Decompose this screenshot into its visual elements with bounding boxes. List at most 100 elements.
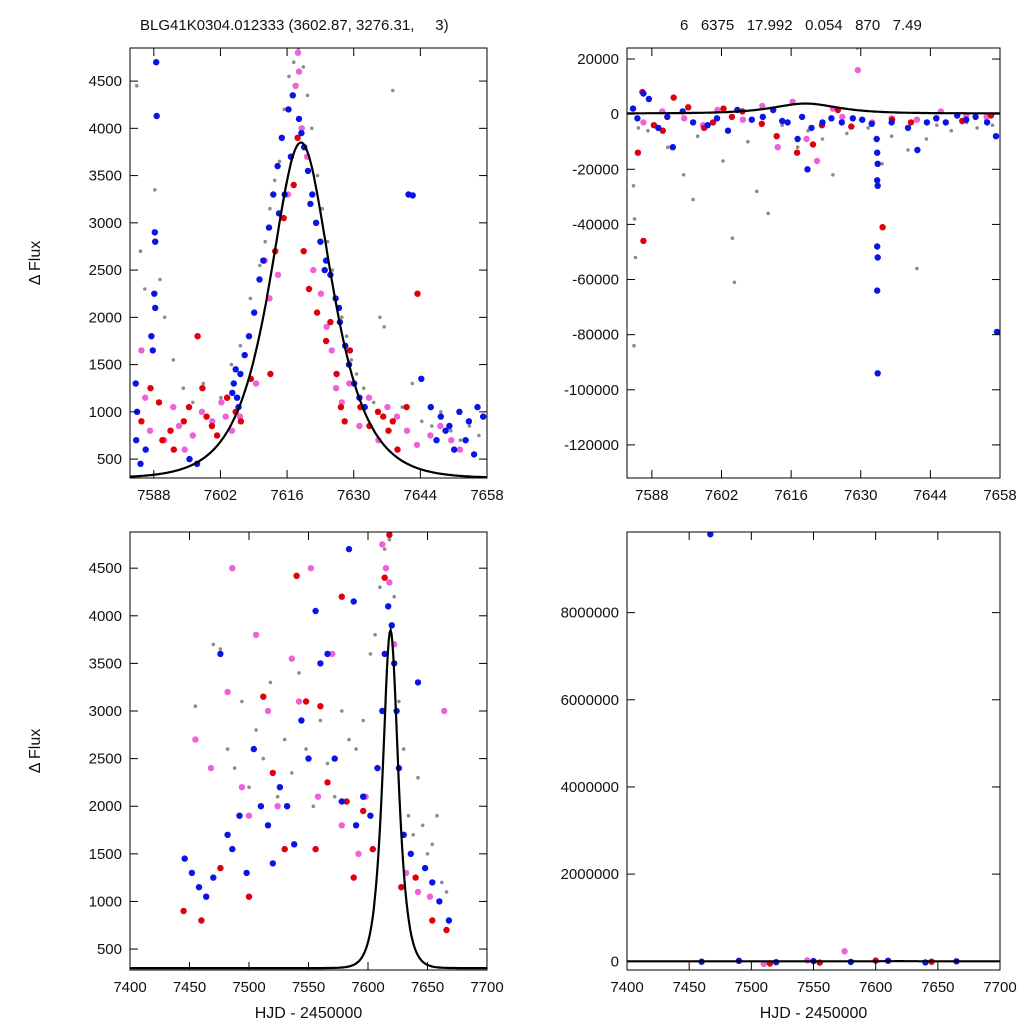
data-point [632, 217, 637, 221]
data-point [689, 119, 697, 126]
y-tick-label: 4000 [89, 120, 122, 137]
data-point [392, 594, 397, 599]
data-point [191, 400, 195, 405]
data-point [874, 254, 881, 261]
data-point [433, 437, 440, 444]
data-point [633, 255, 638, 260]
x-tick-label: 7658 [470, 487, 503, 504]
data-point [343, 798, 350, 805]
data-point [766, 211, 770, 216]
data-point [430, 424, 434, 428]
data-point [435, 813, 439, 818]
data-point [470, 451, 478, 458]
y-tick-label: 4000000 [561, 779, 619, 796]
data-point [269, 769, 276, 777]
model-curve [130, 141, 487, 478]
data-point [261, 756, 266, 761]
x-tick-label: 7658 [983, 487, 1016, 504]
data-point [467, 424, 472, 428]
data-point [291, 60, 296, 64]
data-point [636, 126, 641, 130]
data-point [229, 389, 236, 397]
data-point [325, 761, 330, 766]
data-point [866, 126, 870, 130]
data-point [406, 813, 411, 818]
x-tick-label: 7600 [859, 979, 892, 996]
data-point [152, 238, 159, 245]
series-grey [193, 537, 449, 894]
data-point [287, 74, 291, 79]
data-point [444, 890, 449, 894]
y-tick-label: 1500 [89, 357, 122, 374]
data-point [310, 266, 317, 274]
data-point [186, 455, 193, 463]
data-point [232, 366, 239, 373]
data-point [413, 441, 421, 449]
x-tick-label: 7500 [735, 979, 768, 996]
data-point [935, 123, 939, 127]
data-point [237, 418, 245, 425]
data-point [874, 182, 881, 189]
data-point [356, 422, 363, 430]
data-point [305, 285, 313, 293]
data-point [804, 166, 811, 173]
y-tick-label: 1000 [89, 404, 122, 421]
x-tick-label: 7650 [411, 979, 444, 996]
data-point [250, 745, 257, 753]
data-point [425, 852, 430, 856]
data-point [329, 650, 336, 658]
data-point [758, 120, 765, 128]
data-point [285, 106, 292, 113]
data-point [229, 845, 236, 853]
data-point [849, 115, 856, 122]
data-point [332, 794, 337, 799]
data-point [456, 408, 463, 415]
data-point [317, 660, 324, 667]
data-point [181, 386, 186, 391]
data-point [170, 446, 177, 453]
data-point [373, 633, 377, 637]
data-point [889, 134, 894, 138]
data-point [385, 603, 392, 610]
y-tick-label: 500 [97, 451, 122, 468]
data-point [451, 446, 458, 453]
data-point [640, 119, 647, 126]
data-point [963, 116, 970, 123]
data-point [813, 157, 821, 165]
data-point [389, 418, 396, 425]
data-point [427, 403, 434, 411]
data-point [759, 113, 766, 121]
data-point [192, 736, 199, 743]
data-point [403, 427, 411, 434]
data-point [922, 959, 929, 966]
data-point [224, 688, 231, 696]
data-point [666, 145, 670, 149]
data-point [170, 403, 177, 411]
data-point [403, 403, 410, 411]
y-tick-label: -20000 [572, 161, 619, 178]
data-point [294, 49, 302, 56]
data-point [349, 358, 354, 362]
x-tick-label: 7602 [204, 487, 237, 504]
data-point [276, 784, 284, 791]
data-point [418, 375, 425, 382]
data-point [386, 532, 393, 539]
data-point [949, 128, 954, 133]
data-point [149, 347, 156, 354]
series-pink [138, 49, 464, 453]
data-point [268, 206, 272, 211]
series-red [180, 532, 450, 934]
data-point [264, 822, 272, 829]
data-point [274, 162, 281, 170]
data-point [808, 124, 815, 132]
plot-frame [626, 531, 1001, 971]
data-point [290, 181, 297, 189]
series-blue [132, 59, 487, 467]
data-point [730, 236, 735, 240]
data-point [780, 123, 784, 127]
data-point [646, 128, 650, 133]
y-tick-label: 6000000 [561, 692, 619, 709]
data-point [229, 362, 234, 367]
data-point [324, 779, 331, 786]
series-grey [134, 48, 481, 443]
